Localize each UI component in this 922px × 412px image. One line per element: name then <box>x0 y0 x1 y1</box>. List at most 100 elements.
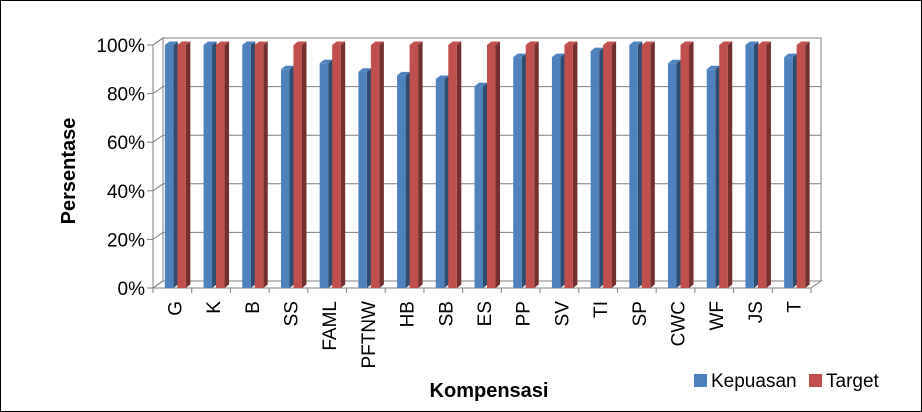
bar-target-es <box>487 41 500 288</box>
bar-top <box>551 53 565 58</box>
bar-front <box>680 45 690 288</box>
x-tick-label: T <box>785 301 806 313</box>
bar-front <box>525 45 535 288</box>
bar-side <box>289 65 294 288</box>
bar-top <box>474 82 488 87</box>
bar-side <box>263 41 268 288</box>
bar-top <box>796 41 810 45</box>
bar-front <box>397 75 406 288</box>
bar-side <box>676 59 682 288</box>
bar-top <box>216 41 230 45</box>
bar-side <box>792 53 798 289</box>
bar-top <box>590 47 604 52</box>
bar-front <box>513 57 522 289</box>
bar-kepuasan-faml <box>319 59 333 288</box>
legend: Kepuasan Target <box>694 371 880 392</box>
bar-side <box>521 53 527 289</box>
bar-top <box>203 41 217 45</box>
x-tick-label: ES <box>475 301 496 326</box>
bar-front <box>474 86 483 288</box>
bar-target-pftnw <box>370 41 384 288</box>
bar-front <box>706 69 716 288</box>
bar-front <box>370 45 380 288</box>
bar-side <box>611 41 617 288</box>
bar-target-sv <box>564 41 578 288</box>
bar-top <box>177 41 191 45</box>
bar-top <box>757 41 771 45</box>
bar-top <box>397 71 411 76</box>
x-tick-label: B <box>243 301 264 314</box>
gridline <box>152 37 821 46</box>
bar-top <box>784 53 798 58</box>
y-tick-label: 0% <box>118 279 146 300</box>
bar-front <box>551 57 561 289</box>
bar-top <box>668 59 682 64</box>
bar-top <box>370 41 384 45</box>
y-tick-label: 20% <box>107 230 145 251</box>
bar-side <box>366 68 372 288</box>
bar-side <box>637 41 643 288</box>
bar-top <box>409 41 423 45</box>
bar-kepuasan-g <box>164 41 178 288</box>
legend-item-target: Target <box>809 371 880 392</box>
x-tick-label: PFTNW <box>359 301 380 369</box>
bar-kepuasan-cwc <box>668 59 682 288</box>
bar-side <box>405 71 411 288</box>
bar-target-sp <box>641 41 655 288</box>
bar-top <box>242 41 256 45</box>
bar-top <box>603 41 617 45</box>
bar-front <box>641 45 651 288</box>
bar-top <box>319 59 333 64</box>
x-tick-label: SP <box>630 301 651 326</box>
bar-kepuasan-pftnw <box>358 68 372 288</box>
bar-front <box>242 45 251 288</box>
bar-front <box>603 45 612 288</box>
bar-side <box>379 41 384 288</box>
bar-side <box>689 41 694 288</box>
bar-side <box>805 41 810 288</box>
bar-front <box>629 45 638 288</box>
bar-top <box>525 41 539 45</box>
bar-front <box>796 45 806 288</box>
bar-front <box>293 45 302 288</box>
bar-top <box>745 41 759 45</box>
bar-kepuasan-pp <box>513 53 527 289</box>
bar-top <box>435 75 449 80</box>
bar-side <box>340 41 346 288</box>
bar-top <box>448 41 462 45</box>
x-tick-label: PP <box>514 301 535 326</box>
legend-swatch <box>694 374 707 387</box>
bar-target-faml <box>332 41 346 288</box>
bar-kepuasan-wf <box>706 65 720 288</box>
bar-side <box>224 41 230 288</box>
bar-kepuasan-sp <box>629 41 643 288</box>
bar-side <box>534 41 539 288</box>
bar-front <box>254 45 264 288</box>
bar-front <box>358 71 367 288</box>
bar-front <box>332 45 341 288</box>
x-tick-label: SV <box>552 301 573 327</box>
bar-side <box>572 41 578 288</box>
bar-front <box>590 51 600 289</box>
bar-top <box>358 68 372 72</box>
bar-side <box>766 41 771 288</box>
bar-target-hb <box>409 41 423 288</box>
y-tick-labels: 0% 20% 40% 60% 80% 100% <box>96 36 145 300</box>
bar-kepuasan-k <box>203 41 217 288</box>
bar-top <box>680 41 694 45</box>
bar-side <box>495 41 500 288</box>
bar-side <box>753 41 759 288</box>
bar-side <box>185 41 191 288</box>
bar-kepuasan-hb <box>397 71 411 288</box>
bar-side <box>727 41 733 288</box>
bar-side <box>250 41 256 288</box>
bar-top <box>564 41 578 45</box>
bar-side <box>560 53 565 289</box>
bar-kepuasan-sb <box>435 75 449 289</box>
x-tick-label: SS <box>281 301 302 326</box>
bar-target-g <box>177 41 191 288</box>
bar-top <box>332 41 346 45</box>
bar-kepuasan-ss <box>280 65 294 288</box>
